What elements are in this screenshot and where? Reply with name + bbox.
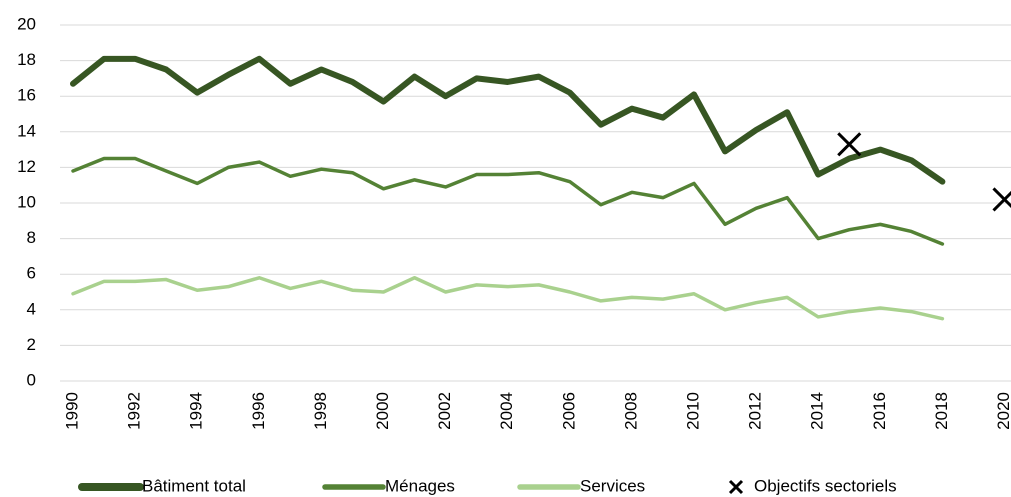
x-tick-label: 2000	[373, 392, 392, 430]
x-tick-label: 1998	[311, 392, 330, 430]
x-tick-label: 2008	[621, 392, 640, 430]
y-tick-label: 4	[27, 299, 36, 318]
x-tick-label: 2020	[994, 392, 1011, 430]
x-tick-label: 2016	[870, 392, 889, 430]
x-tick-label: 1990	[62, 392, 81, 430]
x-tick-label: 2018	[932, 392, 951, 430]
y-tick-label: 18	[17, 50, 36, 69]
y-tick-label: 16	[17, 86, 36, 105]
legend-label: Ménages	[385, 476, 455, 495]
y-tick-label: 12	[17, 157, 36, 176]
series-line	[70, 55, 946, 185]
legend-marker	[728, 479, 744, 495]
x-tick-label: 2002	[435, 392, 454, 430]
y-tick-label: 10	[17, 192, 36, 211]
x-tick-label: 1992	[125, 392, 144, 430]
y-tick-label: 20	[17, 14, 36, 33]
y-tick-label: 0	[27, 370, 36, 389]
target-marker	[992, 187, 1011, 212]
legend-label: Objectifs sectoriels	[754, 476, 897, 495]
y-tick-label: 2	[27, 335, 36, 354]
y-tick-label: 14	[17, 121, 36, 140]
legend-label: Services	[580, 476, 645, 495]
x-tick-label: 2012	[746, 392, 765, 430]
y-tick-label: 6	[27, 264, 36, 283]
x-tick-label: 2014	[808, 392, 827, 430]
series-line	[71, 156, 945, 246]
x-tick-label: 1994	[187, 392, 206, 430]
legend-label: Bâtiment total	[142, 476, 246, 495]
x-tick-label: 1996	[249, 392, 268, 430]
y-tick-label: 8	[27, 228, 36, 247]
x-tick-label: 2004	[497, 392, 516, 430]
series-line	[71, 276, 945, 321]
x-tick-label: 2006	[559, 392, 578, 430]
x-tick-label: 2010	[683, 392, 702, 430]
target-marker	[837, 132, 862, 157]
